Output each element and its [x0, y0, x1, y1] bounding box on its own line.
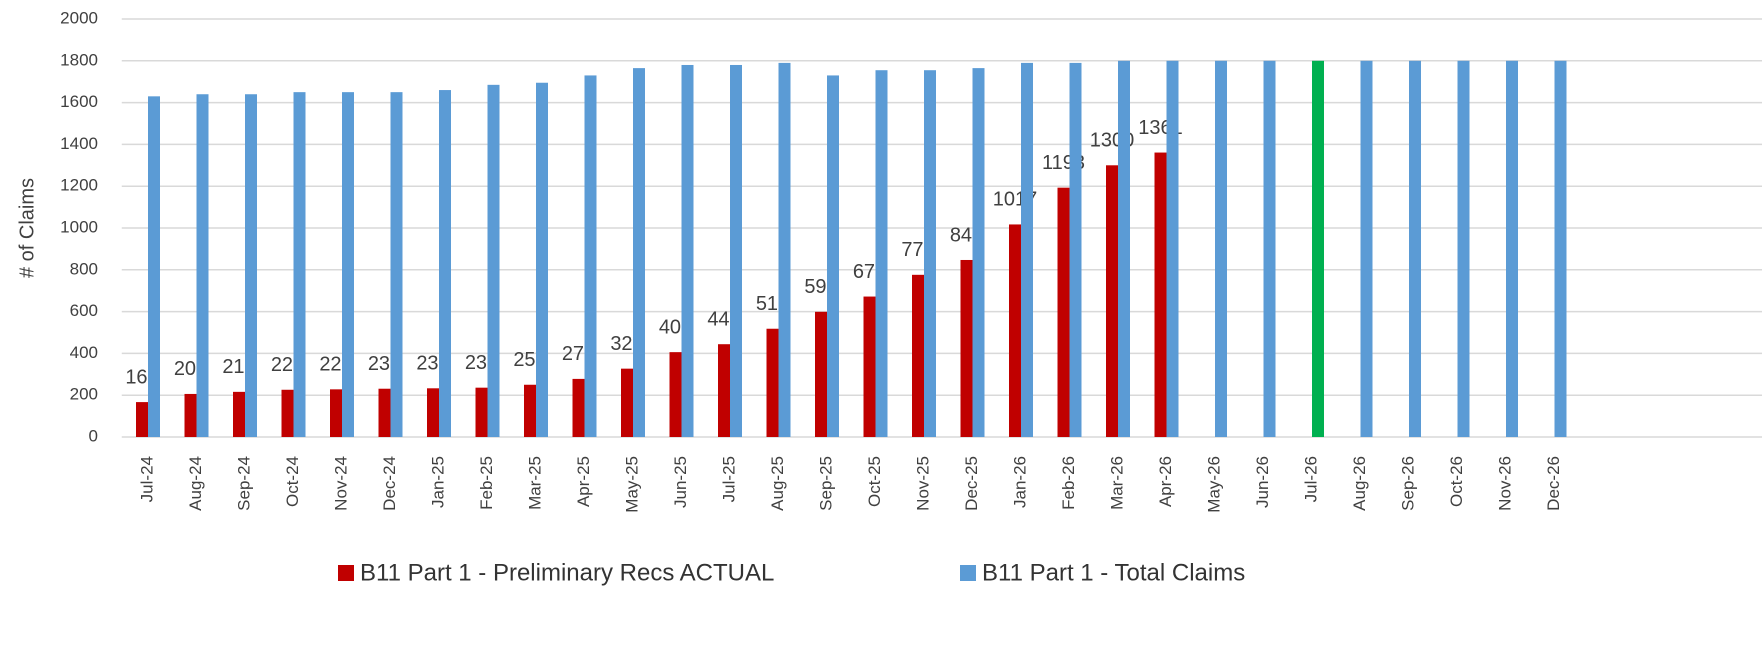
x-tick-label: Aug-25: [768, 456, 787, 511]
x-tick-label: Jun-26: [1253, 456, 1272, 508]
bar: [669, 352, 682, 437]
x-tick-label: Aug-24: [186, 456, 205, 511]
bar: [681, 64, 694, 437]
bar: [487, 84, 500, 438]
x-tick-label: Sep-25: [816, 456, 835, 511]
y-tick-label: 1200: [60, 176, 98, 195]
x-tick-label: May-26: [1204, 456, 1223, 513]
bar: [924, 70, 936, 437]
bar: [427, 388, 439, 437]
x-tick-label: Jul-26: [1301, 456, 1320, 502]
bar: [1009, 224, 1021, 437]
bar: [136, 402, 148, 437]
bar: [330, 389, 342, 437]
bar: [1215, 60, 1227, 438]
legend-swatch: [338, 565, 354, 581]
bar: [1312, 60, 1324, 438]
x-tick-label: Jan-25: [428, 456, 447, 508]
x-tick-label: Nov-25: [913, 456, 932, 511]
bar: [1409, 60, 1421, 438]
x-tick-label: Apr-25: [574, 456, 593, 507]
bar: [390, 92, 403, 438]
x-tick-label: Dec-25: [962, 456, 981, 511]
bar: [912, 274, 924, 437]
x-tick-label: May-25: [622, 456, 641, 513]
x-tick-label: Sep-24: [234, 456, 253, 511]
y-tick-label: 1000: [60, 217, 98, 236]
bar: [778, 62, 791, 437]
y-tick-label: 600: [70, 301, 98, 320]
y-tick-label: 800: [70, 259, 98, 278]
bar: [1154, 152, 1167, 437]
bar: [960, 259, 973, 437]
x-tick-label: Sep-26: [1398, 456, 1417, 511]
x-tick-label: Oct-26: [1447, 456, 1466, 507]
bar: [184, 393, 197, 437]
bar: [972, 68, 985, 438]
bar: [1360, 60, 1373, 438]
bar: [196, 94, 209, 438]
bar: [1069, 62, 1082, 437]
legend-swatch: [960, 565, 976, 581]
bar: [827, 75, 839, 438]
bar: [730, 64, 742, 437]
bar: [475, 387, 488, 437]
x-tick-label: Nov-24: [331, 456, 350, 511]
x-tick-label: Nov-26: [1495, 456, 1514, 511]
bar: [1166, 60, 1179, 438]
y-tick-label: 400: [70, 343, 98, 362]
bar: [584, 75, 597, 438]
x-tick-label: Oct-24: [283, 456, 302, 507]
y-tick-label: 1800: [60, 50, 98, 69]
bar: [281, 389, 294, 437]
x-tick-label: Jun-25: [671, 456, 690, 508]
legend-label: B11 Part 1 - Preliminary Recs ACTUAL: [360, 559, 774, 586]
bar: [378, 388, 391, 437]
bar: [1506, 60, 1518, 438]
bar: [293, 92, 306, 438]
x-tick-label: Feb-25: [477, 456, 496, 510]
y-axis-label: # of Claims: [16, 178, 38, 278]
bar: [1106, 165, 1118, 438]
x-tick-label: Dec-26: [1544, 456, 1563, 511]
bar: [718, 344, 730, 437]
y-tick-label: 200: [70, 385, 98, 404]
bar: [439, 90, 451, 437]
bar: [245, 94, 257, 438]
x-tick-label: Jul-24: [137, 456, 156, 502]
bar: [633, 68, 645, 438]
bar: [536, 82, 548, 438]
x-tick-label: Feb-26: [1059, 456, 1078, 510]
bar: [233, 391, 245, 437]
bar: [875, 70, 888, 437]
bar: [1263, 60, 1276, 438]
bar: [524, 384, 536, 437]
x-tick-label: Aug-26: [1350, 456, 1369, 511]
bar: [863, 296, 876, 437]
bar: [148, 96, 160, 437]
bar: [1118, 60, 1130, 438]
bar: [1057, 187, 1070, 437]
x-tick-label: Dec-24: [380, 456, 399, 511]
x-tick-label: Mar-25: [525, 456, 544, 510]
bar: [1021, 62, 1033, 437]
x-tick-label: Apr-26: [1156, 456, 1175, 507]
y-tick-label: 1400: [60, 134, 98, 153]
bar: [1457, 60, 1470, 438]
x-tick-label: Jul-25: [719, 456, 738, 502]
bar: [815, 311, 827, 437]
bar: [1554, 60, 1567, 438]
x-tick-label: Oct-25: [865, 456, 884, 507]
bar: [572, 378, 585, 437]
legend-label: B11 Part 1 - Total Claims: [982, 559, 1245, 586]
bar: [766, 328, 779, 437]
y-tick-label: 1600: [60, 92, 98, 111]
x-tick-label: Mar-26: [1107, 456, 1126, 510]
bar: [342, 92, 354, 438]
y-tick-label: 2000: [60, 8, 98, 27]
bar: [621, 368, 633, 437]
x-tick-label: Jan-26: [1010, 456, 1029, 508]
y-tick-label: 0: [89, 426, 98, 445]
